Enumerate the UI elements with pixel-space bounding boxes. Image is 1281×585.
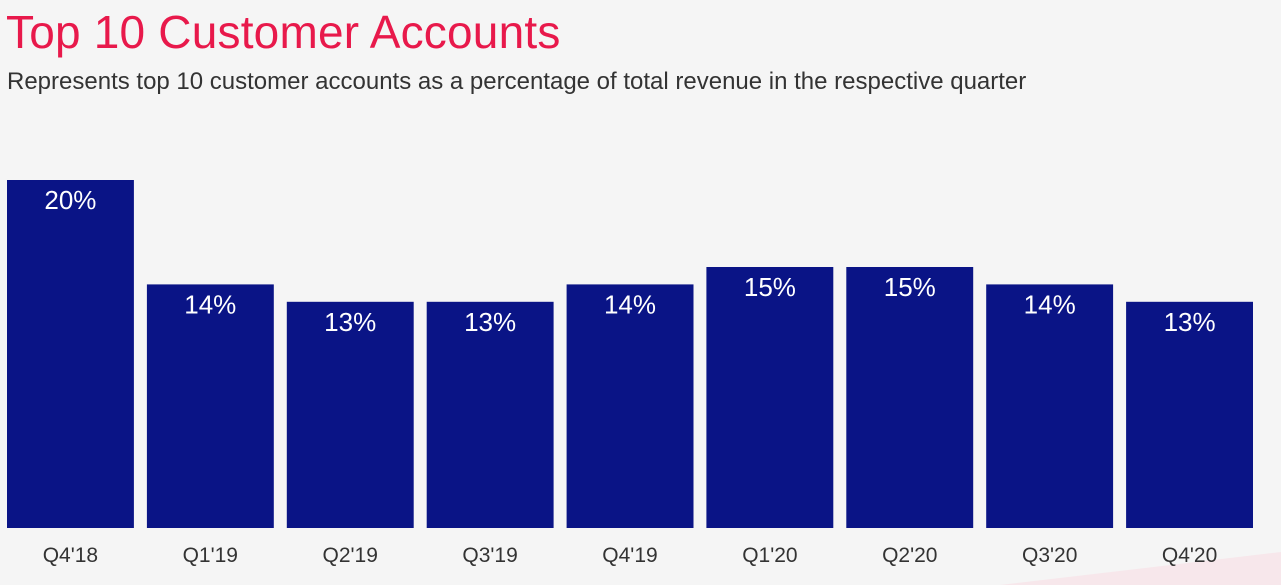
data-label: 14% [1024,289,1076,319]
x-tick-label: Q4'18 [43,544,98,567]
data-label: 15% [744,272,796,302]
bar-q319 [426,301,554,528]
bar-q419 [566,284,694,528]
data-label: 20% [44,185,96,215]
x-tick-label: Q2'19 [323,544,378,567]
chart-title: Top 10 Customer Accounts [6,6,561,58]
x-tick-label: Q4'19 [602,544,657,567]
data-label: 14% [604,289,656,319]
bar-q418 [7,180,134,528]
bar-q420 [1126,301,1253,528]
chart-subtitle: Represents top 10 customer accounts as a… [7,68,1027,95]
data-label: 14% [184,289,236,319]
data-label: 15% [884,272,936,302]
x-tick-label: Q4'20 [1162,544,1217,567]
bar-q320 [986,284,1114,528]
x-tick-label: Q3'19 [462,544,517,567]
x-tick-label: Q3'20 [1022,544,1077,567]
bar-q120 [706,267,834,528]
x-tick-label: Q1'20 [742,544,797,567]
x-tick-label: Q1'19 [183,544,238,567]
data-label: 13% [324,307,376,337]
bar-q219 [286,301,414,528]
bar-q119 [146,284,274,528]
bar-q220 [846,267,974,528]
x-tick-label: Q2'20 [882,544,937,567]
data-label: 13% [464,307,516,337]
data-label: 13% [1164,307,1216,337]
